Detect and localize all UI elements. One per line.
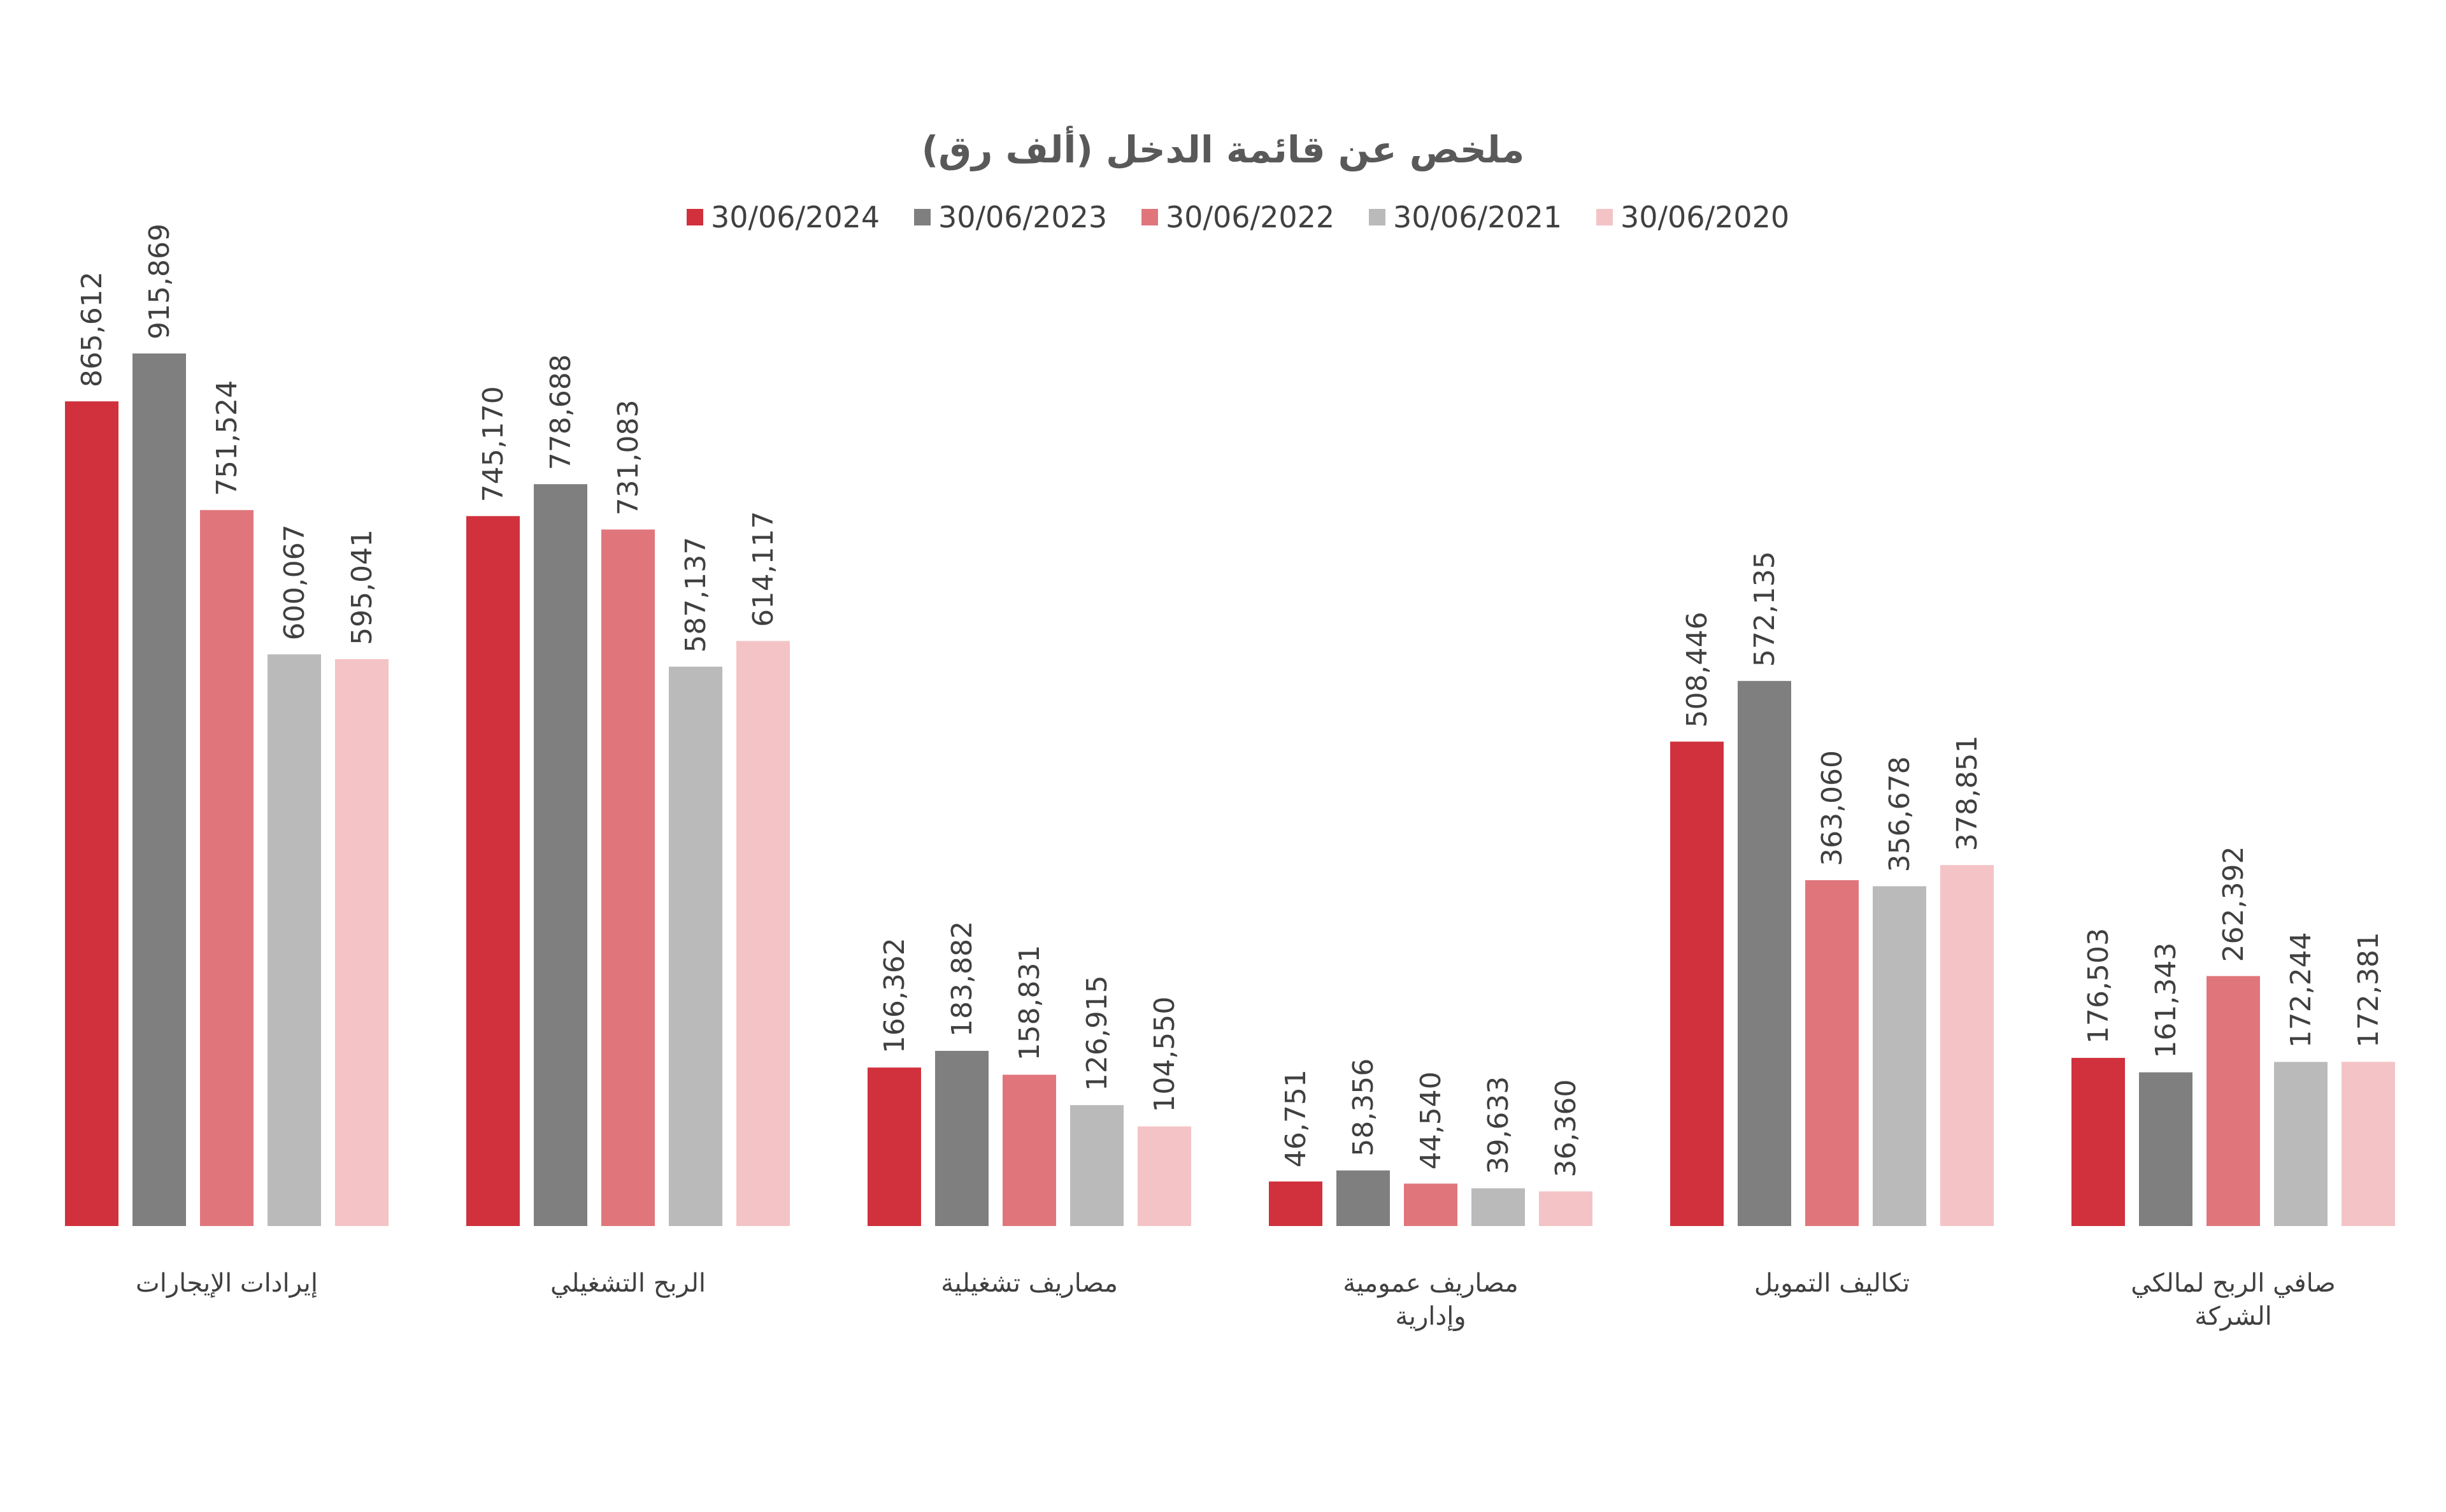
data-label: 363,060 xyxy=(1816,750,1849,866)
data-label: 172,244 xyxy=(2285,932,2317,1048)
bar xyxy=(935,1050,989,1226)
data-label: 183,882 xyxy=(946,921,978,1037)
data-label: 614,117 xyxy=(747,511,780,627)
data-label: 915,869 xyxy=(143,224,176,339)
data-label: 865,612 xyxy=(76,271,108,387)
bar xyxy=(466,516,520,1226)
data-label: 161,343 xyxy=(2150,943,2182,1059)
legend-swatch xyxy=(1369,209,1385,225)
data-labels: 865,612 745,170 166,362 46,751 508,446 176,50… xyxy=(76,224,2385,1178)
data-label: 378,851 xyxy=(1951,735,1984,851)
category-label: مصاريف تشغيلية xyxy=(941,1269,1118,1298)
chart-title: ملخص عن قائمة الدخل (ألف رق) xyxy=(922,125,1525,172)
legend-label: 30/06/2022 xyxy=(1166,200,1334,234)
bar xyxy=(1003,1074,1056,1226)
legend: 30/06/2024 30/06/2023 30/06/2022 30/06/2021… xyxy=(687,200,1789,234)
bar xyxy=(736,641,790,1226)
legend-swatch xyxy=(687,209,703,225)
category-label: إيرادات الإيجارات xyxy=(136,1269,318,1298)
legend-swatch xyxy=(1141,209,1158,225)
data-label: 751,524 xyxy=(211,380,243,496)
bar xyxy=(1873,886,1926,1226)
bar xyxy=(1805,880,1859,1226)
bar xyxy=(1070,1105,1124,1226)
bar xyxy=(2342,1062,2395,1226)
legend-label: 30/06/2023 xyxy=(938,200,1107,234)
bar xyxy=(1138,1126,1191,1226)
data-label: 731,083 xyxy=(612,399,645,515)
category-label: وإدارية xyxy=(1395,1302,1466,1331)
bar xyxy=(2274,1062,2328,1226)
bar xyxy=(601,529,655,1226)
legend-label: 30/06/2021 xyxy=(1393,200,1562,234)
data-label: 158,831 xyxy=(1013,945,1046,1060)
bar xyxy=(132,353,186,1226)
data-label: 126,915 xyxy=(1081,975,1113,1091)
category-label: الربح التشغيلي xyxy=(550,1269,706,1298)
bar xyxy=(669,666,722,1226)
legend-label: 30/06/2024 xyxy=(711,200,880,234)
data-label: 600,067 xyxy=(278,524,311,640)
bar xyxy=(1269,1181,1322,1226)
data-label: 46,751 xyxy=(1280,1069,1312,1167)
category-label: الشركة xyxy=(2194,1302,2272,1331)
bar xyxy=(1539,1191,1592,1226)
bar xyxy=(1336,1170,1390,1226)
bar xyxy=(200,510,254,1227)
data-label: 262,392 xyxy=(2217,846,2250,962)
bar xyxy=(1404,1183,1457,1226)
data-label: 176,503 xyxy=(2082,928,2115,1044)
bar xyxy=(2071,1057,2125,1226)
data-label: 778,688 xyxy=(545,354,577,470)
data-label: 587,137 xyxy=(680,537,712,653)
bar xyxy=(868,1067,921,1226)
legend-label: 30/06/2020 xyxy=(1620,200,1789,234)
data-label: 745,170 xyxy=(477,386,510,502)
data-label: 36,360 xyxy=(1550,1080,1582,1178)
category-label: تكاليف التمويل xyxy=(1754,1269,1910,1298)
bar xyxy=(1471,1188,1525,1226)
bar xyxy=(1940,865,1994,1226)
data-label: 356,678 xyxy=(1884,757,1916,873)
legend-swatch xyxy=(914,209,931,225)
bar xyxy=(534,484,587,1226)
bar xyxy=(2139,1072,2192,1226)
bars xyxy=(65,353,2395,1227)
category-label: مصاريف عمومية xyxy=(1343,1269,1518,1298)
data-label: 104,550 xyxy=(1148,997,1181,1113)
data-label: 166,362 xyxy=(878,938,911,1053)
bar xyxy=(2206,976,2260,1226)
bar xyxy=(1670,741,1724,1226)
data-label: 572,135 xyxy=(1749,551,1781,667)
bar xyxy=(1738,681,1791,1226)
data-label: 595,041 xyxy=(346,529,378,645)
category-labels: إيرادات الإيجارات الربح التشغيلي مصاريف تش… xyxy=(136,1269,2336,1331)
category-label: صافي الربح لمالكي xyxy=(2131,1269,2335,1298)
bar xyxy=(335,659,389,1226)
data-label: 39,633 xyxy=(1482,1076,1515,1174)
data-label: 508,446 xyxy=(1681,611,1713,727)
bar xyxy=(65,401,118,1226)
bar xyxy=(268,654,321,1226)
data-label: 44,540 xyxy=(1415,1071,1447,1169)
data-label: 58,356 xyxy=(1347,1059,1380,1157)
legend-swatch xyxy=(1596,209,1613,225)
data-label: 172,381 xyxy=(2352,932,2385,1048)
